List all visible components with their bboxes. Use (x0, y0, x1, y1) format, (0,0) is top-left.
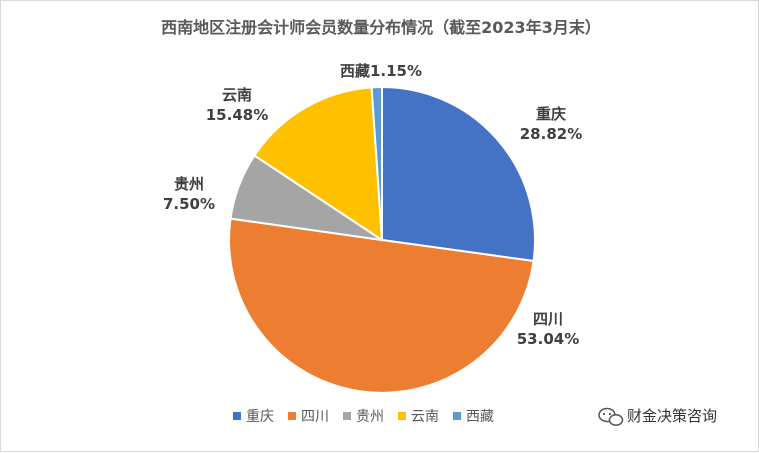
legend-swatch (233, 412, 241, 420)
data-label-category: 重庆 (536, 105, 566, 123)
watermark: 财金决策咨询 (598, 407, 717, 426)
data-label-value: 28.82% (520, 125, 582, 143)
data-label: 西藏1.15% (340, 62, 422, 80)
legend-label: 四川 (301, 409, 329, 425)
pie-slice-1 (381, 85, 536, 263)
data-label-value: 15.48% (206, 106, 268, 124)
pie-slice-2 (228, 217, 535, 394)
chart-title: 西南地区注册会计师会员数量分布情况（截至2023年3月末） (161, 18, 601, 37)
watermark-text: 财金决策咨询 (627, 407, 717, 425)
legend-label: 云南 (411, 409, 439, 425)
legend-swatch (398, 412, 406, 420)
wechat-icon (598, 407, 624, 426)
pie-slice-4 (253, 86, 384, 242)
data-label-value: 53.04% (517, 330, 579, 348)
data-label-category: 云南 (222, 86, 252, 104)
legend-swatch (343, 412, 351, 420)
pie-slices (228, 85, 536, 394)
legend-label: 重庆 (246, 409, 274, 425)
pie-slice-5 (370, 85, 383, 241)
legend: 重庆 四川 贵州 云南 西藏 (233, 409, 494, 425)
legend-label: 西藏 (466, 409, 494, 425)
data-label-value: 7.50% (163, 195, 215, 213)
data-label-category: 四川 (533, 310, 563, 328)
legend-label: 贵州 (356, 409, 384, 425)
legend-swatch (288, 412, 296, 420)
legend-swatch (453, 412, 461, 420)
data-labels: 重庆 28.82% 四川 53.04% 贵州 7.50% 云南 15.48% 西藏1.15% (163, 62, 582, 348)
data-label-category: 贵州 (174, 175, 204, 193)
